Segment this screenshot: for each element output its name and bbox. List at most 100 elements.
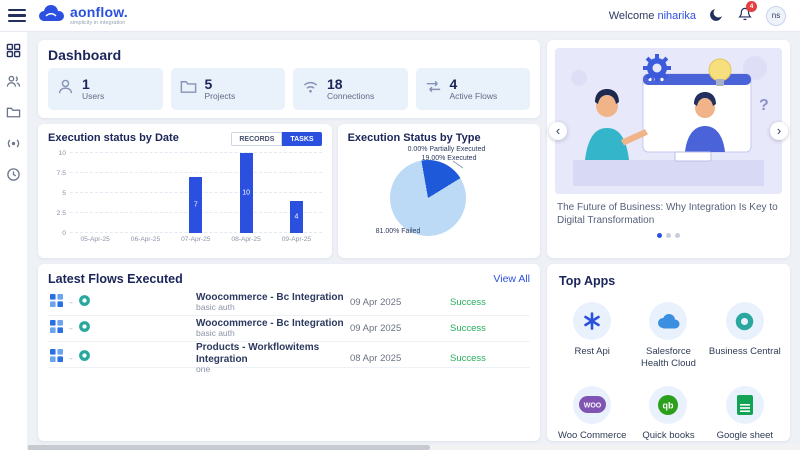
stat-value: 18 bbox=[327, 76, 343, 93]
history-clock-icon bbox=[6, 167, 21, 187]
notifications-button[interactable]: 4 bbox=[737, 1, 757, 25]
top-apps-card: Top Apps Rest Api Salesforce Health Clou… bbox=[547, 264, 790, 441]
bar-column: 4 bbox=[271, 153, 321, 233]
hamburger-menu-icon[interactable] bbox=[8, 9, 26, 22]
top-header: aonflow. simplicity in integration Welco… bbox=[0, 0, 800, 32]
flow-status-badge: Success bbox=[450, 297, 486, 308]
app-label: Rest Api bbox=[574, 346, 610, 357]
y-tick-label: 7.5 bbox=[56, 170, 66, 177]
business-central-icon bbox=[725, 302, 764, 340]
sidebar-item-history[interactable] bbox=[5, 168, 23, 186]
broadcast-icon bbox=[6, 136, 21, 156]
bar-chart-columns: 7 10 4 bbox=[70, 153, 322, 233]
stat-label: Users bbox=[82, 91, 105, 102]
sidebar-item-dashboard[interactable] bbox=[5, 43, 23, 63]
flow-direction-arrow: → bbox=[67, 354, 74, 362]
app-google-sheet[interactable]: Google sheet bbox=[708, 385, 782, 442]
carousel-dots bbox=[555, 233, 782, 238]
pie-label-failed: 81.00% Failed bbox=[375, 228, 421, 235]
moon-icon bbox=[709, 7, 724, 25]
app-label: Google sheet bbox=[716, 429, 774, 441]
brand-name: aonflow. bbox=[70, 3, 128, 20]
dashboard-grid-icon bbox=[6, 43, 21, 63]
flow-status-badge: Success bbox=[450, 352, 486, 364]
flow-row[interactable]: → Woocommerce - Bc Integration basic aut… bbox=[48, 316, 530, 342]
y-tick-label: 5 bbox=[62, 190, 66, 197]
carousel-prev-button[interactable]: ‹ bbox=[549, 122, 567, 140]
x-tick-label: 08-Apr-25 bbox=[231, 236, 261, 243]
app-label: Quick books bbox=[642, 429, 695, 441]
execution-by-date-card: Execution status by Date RECORDS TASKS 0… bbox=[38, 124, 332, 258]
workflowitems-app-icon bbox=[50, 349, 63, 367]
flow-row[interactable]: → Woocommerce - Bc Integration basic aut… bbox=[48, 290, 530, 316]
x-tick-label: 07-Apr-25 bbox=[181, 236, 211, 243]
dark-mode-toggle[interactable] bbox=[709, 7, 724, 25]
bar-chart-plot: 7 10 4 bbox=[70, 152, 322, 233]
app-quick-books[interactable]: qb Quick books bbox=[631, 385, 705, 442]
flow-name: Woocommerce - Bc Integration bbox=[196, 317, 344, 329]
username[interactable]: niharika bbox=[657, 9, 696, 22]
sidebar-item-users[interactable] bbox=[5, 75, 23, 93]
brand-tagline: simplicity in integration bbox=[70, 19, 126, 26]
svg-text:?: ? bbox=[759, 97, 769, 114]
flow-direction-arrow: → bbox=[67, 299, 74, 306]
bar: 4 bbox=[289, 201, 303, 233]
y-tick-label: 10 bbox=[58, 150, 66, 157]
woo-commerce-icon: WOO bbox=[573, 385, 612, 424]
horizontal-scrollbar[interactable] bbox=[0, 445, 800, 450]
svg-text:WOO: WOO bbox=[583, 403, 601, 410]
app-woo-commerce[interactable]: WOO Woo Commerce bbox=[555, 385, 629, 442]
flow-name: Products - Workflowitems Integration bbox=[196, 342, 320, 365]
flow-subtitle: one bbox=[196, 364, 211, 374]
app-rest-api[interactable]: Rest Api bbox=[555, 302, 629, 370]
notification-badge: 4 bbox=[746, 1, 757, 12]
welcome-text: Welcome niharika bbox=[608, 9, 696, 22]
wifi-icon bbox=[301, 77, 320, 101]
pie-label-partially-executed: 0.00% Partially Executed bbox=[407, 146, 486, 153]
app-label: Business Central bbox=[708, 346, 781, 357]
avatar[interactable]: ns bbox=[766, 5, 786, 26]
salesforce-cloud-icon bbox=[649, 302, 688, 340]
records-toggle-button[interactable]: RECORDS bbox=[231, 132, 283, 146]
stat-users[interactable]: 1 Users bbox=[48, 68, 163, 110]
app-salesforce-health-cloud[interactable]: Salesforce Health Cloud bbox=[631, 302, 705, 370]
carousel-next-button[interactable]: › bbox=[770, 122, 788, 140]
business-central-app-icon bbox=[78, 349, 91, 367]
rest-api-icon bbox=[573, 302, 612, 340]
tasks-toggle-button[interactable]: TASKS bbox=[282, 132, 322, 146]
carousel-dot[interactable] bbox=[657, 233, 662, 238]
flow-date: 08 Apr 2025 bbox=[350, 352, 402, 364]
x-tick-label: 09-Apr-25 bbox=[281, 236, 312, 243]
woocommerce-app-icon bbox=[50, 293, 63, 312]
latest-flows-card: Latest Flows Executed View All → Woocomm… bbox=[38, 264, 540, 441]
latest-flows-title: Latest Flows Executed bbox=[48, 272, 183, 286]
carousel-dot[interactable] bbox=[666, 233, 671, 238]
scrollbar-thumb[interactable] bbox=[0, 445, 430, 450]
carousel-caption: The Future of Business: Why Integration … bbox=[557, 202, 778, 226]
stat-value: 4 bbox=[449, 76, 458, 93]
folder-icon bbox=[179, 77, 198, 101]
stats-row: 1 Users 5 Projects bbox=[48, 68, 530, 110]
stat-value: 1 bbox=[82, 76, 90, 93]
view-all-link[interactable]: View All bbox=[493, 273, 530, 285]
flow-row[interactable]: → Products - Workflowitems Integration o… bbox=[48, 342, 530, 374]
stat-projects[interactable]: 5 Projects bbox=[170, 68, 285, 110]
flow-direction-arrow: → bbox=[67, 325, 74, 332]
pie-chart bbox=[389, 160, 466, 236]
brand-logo[interactable]: aonflow. simplicity in integration bbox=[36, 3, 128, 28]
stat-active-flows[interactable]: 4 Active Flows bbox=[415, 68, 530, 110]
bar-chart-x-axis: 05-Apr-25 06-Apr-25 07-Apr-25 08-Apr-25 09-A… bbox=[70, 236, 322, 243]
stat-value: 5 bbox=[204, 76, 213, 93]
woocommerce-app-icon bbox=[50, 319, 63, 338]
bar: 7 bbox=[189, 177, 203, 233]
flows-arrows-icon bbox=[424, 77, 443, 101]
stat-connections[interactable]: 18 Connections bbox=[293, 68, 408, 110]
app-business-central[interactable]: Business Central bbox=[708, 302, 782, 370]
carousel-dot[interactable] bbox=[675, 233, 680, 238]
sidebar-item-projects[interactable] bbox=[5, 106, 23, 124]
pie-label-executed: 19.00% Executed bbox=[421, 155, 477, 162]
google-sheet-icon bbox=[725, 385, 764, 424]
sidebar-item-connections[interactable] bbox=[5, 137, 23, 155]
flow-subtitle: basic auth bbox=[196, 328, 235, 339]
